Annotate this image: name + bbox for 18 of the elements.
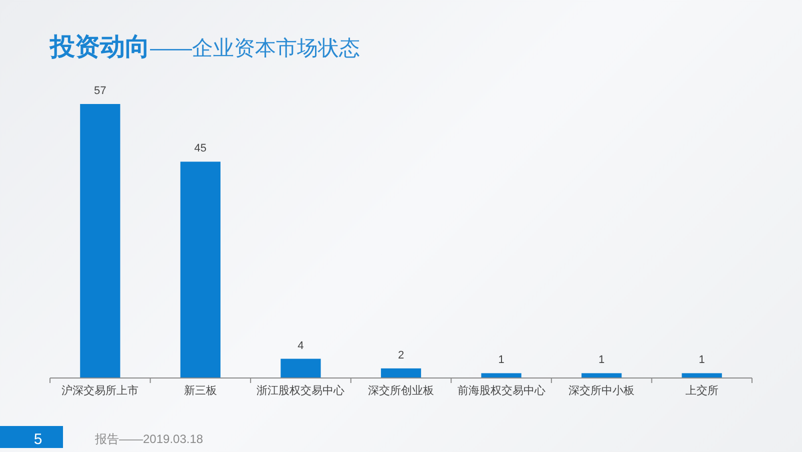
x-tick-label: 深交所中小板: [568, 384, 635, 397]
data-label: 4: [298, 340, 304, 352]
x-tick-label: 上交所: [685, 384, 718, 397]
x-tick-label: 深交所创业板: [368, 384, 434, 397]
x-tick-label: 浙江股权交易中心: [256, 384, 345, 397]
x-tick-label: 沪深交易所上市: [62, 384, 139, 397]
data-label: 2: [398, 349, 404, 362]
text: 5: [34, 431, 42, 448]
chart-subtitle: ——企业资本市场状态: [150, 37, 360, 60]
data-label: 1: [698, 354, 705, 366]
x-tick-label: 新三板: [184, 384, 217, 397]
x-tick-label: 前海股权交易中心: [457, 384, 546, 397]
data-label: 1: [598, 354, 605, 366]
text: 报告——2019.03.18: [94, 432, 204, 446]
chart-title: 投资动向: [49, 33, 150, 61]
data-label: 1: [498, 354, 504, 366]
data-label: 45: [194, 142, 207, 155]
data-label: 57: [94, 85, 106, 97]
